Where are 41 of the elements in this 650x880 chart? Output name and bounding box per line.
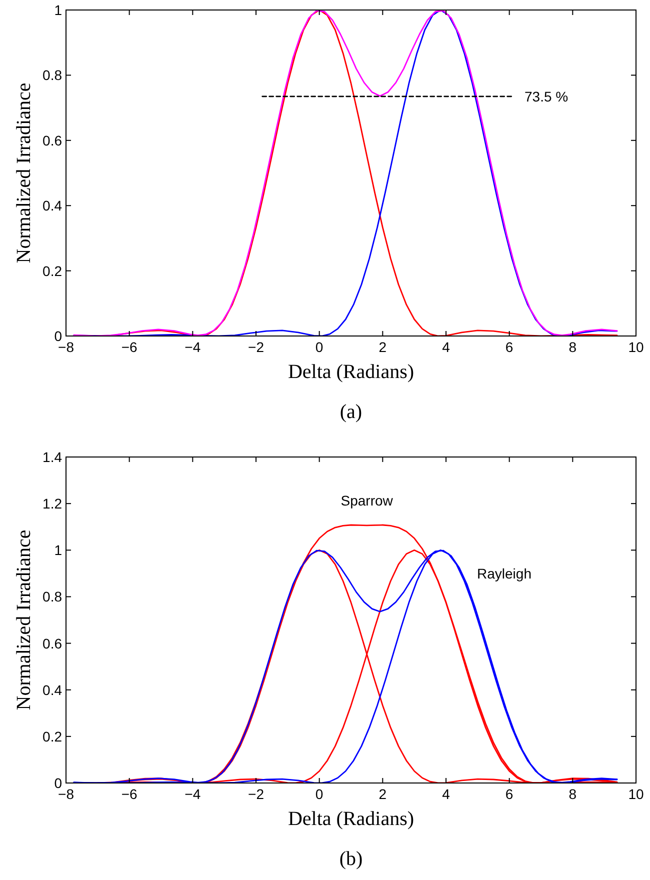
- x-tick-label: 0: [315, 786, 324, 802]
- x-tick-label: 4: [442, 786, 450, 802]
- x-tick-label: 10: [628, 339, 644, 355]
- y-tick-label: 0.4: [42, 198, 62, 214]
- y-tick-label: 0.6: [42, 132, 62, 148]
- text: (a): [340, 401, 362, 423]
- y-tick-label: 0.2: [42, 262, 62, 279]
- y-tick-label: 0.6: [42, 635, 62, 652]
- x-tick-label: 8: [568, 786, 577, 802]
- y-tick-label: 0: [54, 328, 62, 344]
- x-tick-label: −6: [121, 786, 138, 802]
- x-tick-label: −2: [248, 786, 264, 802]
- y-tick-label: 1.4: [42, 449, 62, 465]
- x-tick-label: −2: [248, 339, 264, 355]
- x-tick-label: 10: [628, 786, 644, 802]
- annotation: 73.5 %: [524, 88, 568, 104]
- annotation: Sparrow: [340, 492, 394, 508]
- x-tick-label: 6: [505, 786, 514, 802]
- x-tick-label: 4: [442, 339, 450, 355]
- x-tick-label: 2: [378, 786, 387, 802]
- x-tick-label: 6: [505, 339, 514, 355]
- x-tick-label: 2: [378, 339, 387, 355]
- y-tick-label: 0: [54, 775, 62, 791]
- x-tick-label: −4: [184, 786, 201, 802]
- y-axis-title: Normalized Irradiance: [13, 530, 35, 710]
- y-tick-label: 0.2: [42, 728, 62, 744]
- y-axis-title: Normalized Irradiance: [13, 82, 35, 264]
- x-tick-label: 0: [315, 339, 324, 355]
- x-tick-label: 8: [568, 339, 577, 355]
- y-tick-label: 0.8: [42, 588, 62, 605]
- y-tick-label: 1: [54, 542, 62, 558]
- y-tick-label: 1.2: [42, 496, 62, 512]
- y-tick-label: 0.4: [42, 682, 62, 698]
- x-axis-title: Delta (Radians): [288, 361, 414, 383]
- annotation: Rayleigh: [477, 565, 532, 582]
- y-tick-label: 1: [54, 2, 62, 18]
- x-tick-label: −6: [121, 339, 138, 355]
- x-axis-title: Delta (Radians): [288, 808, 414, 830]
- x-tick-label: −4: [184, 339, 201, 355]
- text: (b): [339, 848, 363, 870]
- y-tick-label: 0.8: [42, 67, 62, 84]
